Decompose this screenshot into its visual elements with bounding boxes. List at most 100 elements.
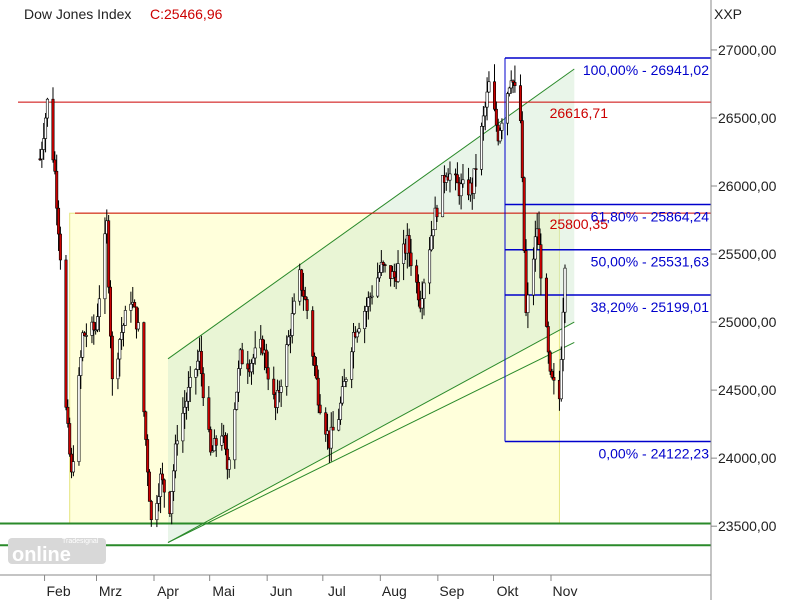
candle-body (342, 381, 346, 387)
candle-body (285, 344, 289, 387)
watermark-brand: Tradesignal (62, 538, 99, 545)
candle-body (461, 179, 465, 185)
candle-body (370, 295, 374, 298)
candle-body (275, 390, 279, 408)
candle-body (194, 369, 198, 378)
candle-body (352, 332, 356, 353)
x-tick-label: Feb (46, 583, 70, 599)
candle-body (513, 82, 517, 86)
fib-level-label: 50,00% - 25531,63 (591, 254, 710, 270)
candle-body (211, 450, 215, 453)
candle-body (155, 503, 159, 521)
candle-body (110, 335, 114, 380)
candle-body (366, 297, 370, 307)
candle-body (428, 249, 432, 284)
candle-body (71, 461, 75, 473)
candle-body (318, 404, 322, 414)
candle-body (494, 108, 498, 126)
candle-body (518, 85, 522, 121)
candle-body (324, 412, 328, 435)
channel-lower-line (167, 321, 575, 543)
candle-body (157, 496, 161, 504)
y-tick-label: 23500,00 (718, 518, 777, 534)
candle-body (183, 406, 187, 414)
candle-body (186, 387, 190, 402)
candle-body (173, 443, 177, 472)
candle-body (431, 229, 435, 237)
candle-body (220, 435, 224, 446)
candle-body (77, 375, 81, 462)
candle-body (225, 448, 229, 470)
candle-body (79, 357, 83, 376)
candle-body (292, 300, 296, 314)
horizontal-lines-layer: 26616,71 25800,35 (0, 101, 711, 547)
candle-body (448, 173, 452, 181)
candle-body (480, 126, 484, 170)
candle-body (134, 306, 138, 330)
candle-body (233, 409, 237, 461)
candle-body (509, 80, 513, 89)
candle-body (214, 438, 218, 446)
candle-body (129, 303, 133, 311)
candle-body (170, 491, 174, 515)
x-tick-label: Nov (553, 583, 578, 599)
candle-body (474, 168, 478, 170)
candle-body (146, 439, 150, 473)
candle-body (561, 311, 565, 360)
candle-body (181, 412, 185, 442)
candle-body (507, 87, 511, 94)
chart-title: Dow Jones Index (24, 6, 131, 22)
candle-body (441, 175, 445, 218)
candle-body (416, 281, 420, 301)
x-tick-label: Sep (439, 583, 464, 599)
candle-body (209, 429, 213, 453)
candle-body (66, 406, 70, 424)
candle-body (264, 349, 268, 369)
fib-level-label: 100,00% - 26941,02 (583, 62, 709, 78)
y-tick-label: 27000,00 (718, 42, 777, 58)
candle-body (379, 262, 383, 273)
candle-body (481, 115, 485, 127)
candle-body (483, 106, 487, 117)
candle-body (40, 149, 44, 160)
candle-body (240, 349, 244, 365)
candle-body (227, 459, 231, 470)
candle-body (383, 264, 387, 266)
candle-body (455, 174, 459, 184)
candle-body (201, 373, 205, 399)
x-tick-label: Mai (212, 583, 235, 599)
candle-body (415, 265, 419, 283)
candle-body (422, 282, 426, 299)
candle-body (68, 423, 72, 455)
fibonacci-layer: 100,00% - 26941,02 61,80% - 25864,24 50,00… (504, 57, 711, 462)
candle-body (92, 321, 96, 331)
candle-body (103, 233, 107, 300)
candle-body (172, 470, 176, 492)
candle-body (249, 363, 253, 373)
candle-body (337, 419, 341, 431)
candle-body (305, 299, 309, 311)
candle-body (339, 402, 343, 420)
candle-body (505, 93, 509, 124)
candle-body (420, 298, 424, 309)
candle-body (357, 328, 361, 333)
candle-body (548, 351, 552, 372)
candle-body (261, 338, 265, 354)
candle-body (314, 365, 318, 379)
candle-body (246, 363, 250, 370)
x-tick-label: Jun (270, 583, 293, 599)
channel-middle-line (167, 342, 575, 543)
candle-body (487, 81, 491, 93)
candle-body (350, 351, 354, 380)
candle-body (493, 81, 497, 110)
x-tick-label: Aug (382, 583, 407, 599)
candle-body (288, 335, 292, 338)
candle-body (381, 262, 385, 265)
candle-body (301, 289, 305, 297)
currency-label: XXP (714, 6, 742, 22)
fib-level-label: 0,00% - 24122,23 (598, 446, 709, 462)
candle-body (311, 310, 315, 357)
candle-body (55, 170, 59, 209)
candle-body (199, 351, 203, 375)
candle-body (118, 339, 122, 360)
